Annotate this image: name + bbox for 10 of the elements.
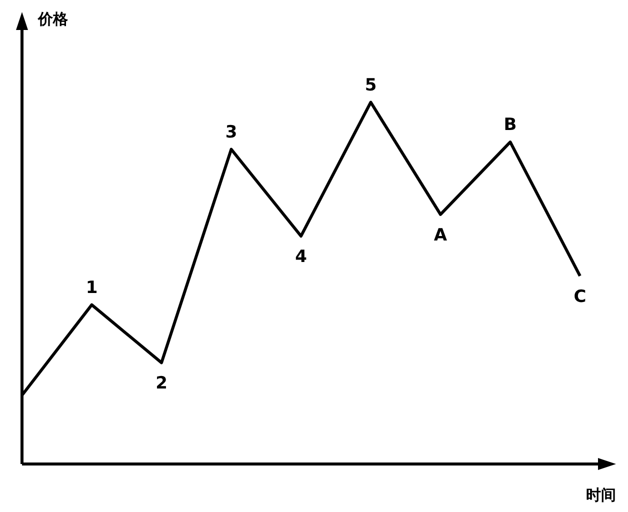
annotation: 2 <box>156 374 168 394</box>
annotation: 4 <box>295 247 308 268</box>
annotation: 5 <box>364 75 377 96</box>
annotation: A <box>434 225 448 246</box>
annotation: C <box>574 286 586 307</box>
annotation: B <box>504 115 517 136</box>
y-axis-title: 价格 <box>38 10 68 29</box>
x-axis-title: 时间 <box>586 486 616 505</box>
annotation: 1 <box>86 278 98 298</box>
annotation: 3 <box>225 122 238 142</box>
